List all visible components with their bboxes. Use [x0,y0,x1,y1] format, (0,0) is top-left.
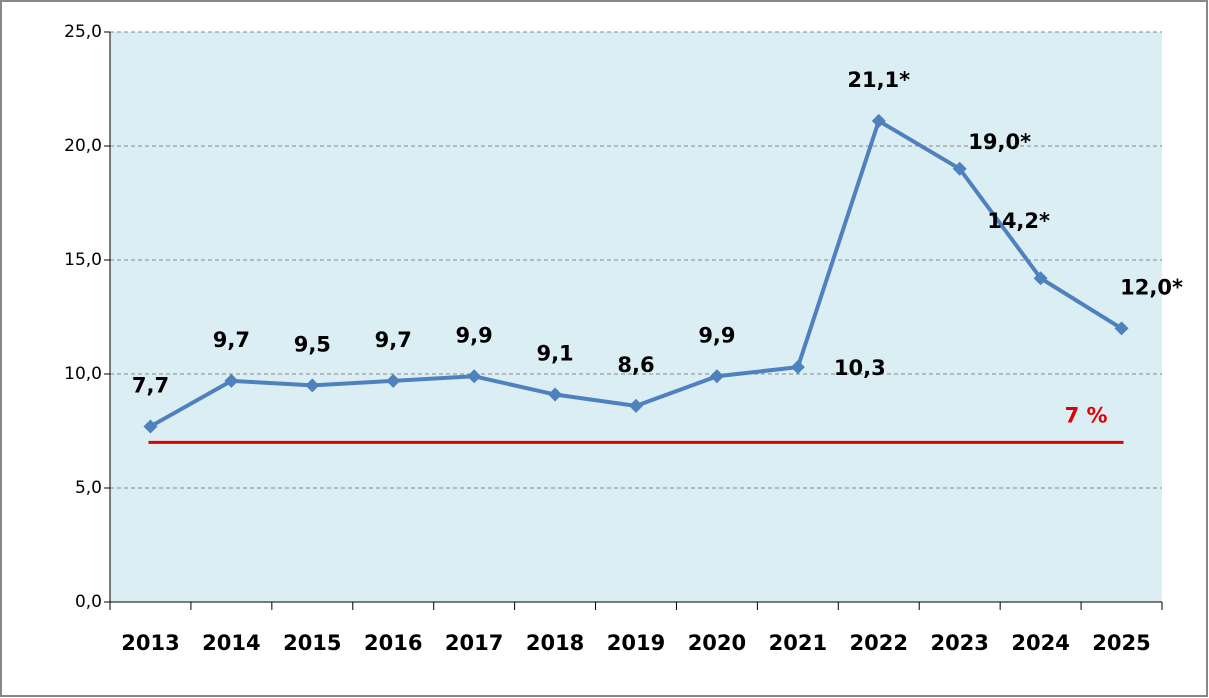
value-label: 7,7 [132,373,169,397]
value-label: 9,7 [213,328,250,352]
plot-area [110,32,1162,602]
value-label: 9,9 [698,323,735,347]
y-tick-label: 5,0 [75,478,102,498]
y-tick-label: 25,0 [64,22,102,42]
x-tick-label: 2024 [1011,631,1069,655]
x-tick-label: 2021 [769,631,827,655]
data-point [1114,321,1129,336]
value-label: 21,1* [847,68,910,92]
y-tick-label: 20,0 [64,136,102,156]
y-tick-label: 0,0 [75,592,102,612]
x-tick-label: 2022 [850,631,908,655]
value-label: 9,9 [456,323,493,347]
x-tick-label: 2019 [607,631,665,655]
x-tick-label: 2018 [526,631,584,655]
value-label: 8,6 [617,353,654,377]
data-point [629,398,643,413]
x-tick-label: 2023 [930,631,988,655]
value-label: 12,0* [1120,275,1183,299]
value-label: 19,0* [968,130,1031,154]
reference-label: 7 % [1065,403,1108,427]
data-point [224,373,239,388]
data-point [143,419,158,434]
x-tick-label: 2025 [1092,631,1150,655]
value-label: 10,3 [834,356,886,380]
value-label: 9,1 [536,342,573,366]
data-point [305,378,320,393]
data-point [548,387,563,402]
data-point [709,369,724,384]
x-tick-label: 2014 [202,631,260,655]
data-point [790,360,805,375]
y-tick-label: 15,0 [64,250,102,270]
x-tick-label: 2016 [364,631,422,655]
value-label: 9,5 [294,332,331,356]
x-tick-label: 2013 [121,631,179,655]
data-point [871,113,886,128]
x-tick-label: 2017 [445,631,503,655]
data-point [386,373,401,388]
value-label: 9,7 [375,328,412,352]
x-tick-label: 2020 [688,631,746,655]
data-point [467,369,482,384]
x-tick-label: 2015 [283,631,341,655]
data-point [952,161,967,176]
value-label: 14,2* [987,209,1050,233]
data-point [1033,271,1048,286]
y-tick-label: 10,0 [64,364,102,384]
